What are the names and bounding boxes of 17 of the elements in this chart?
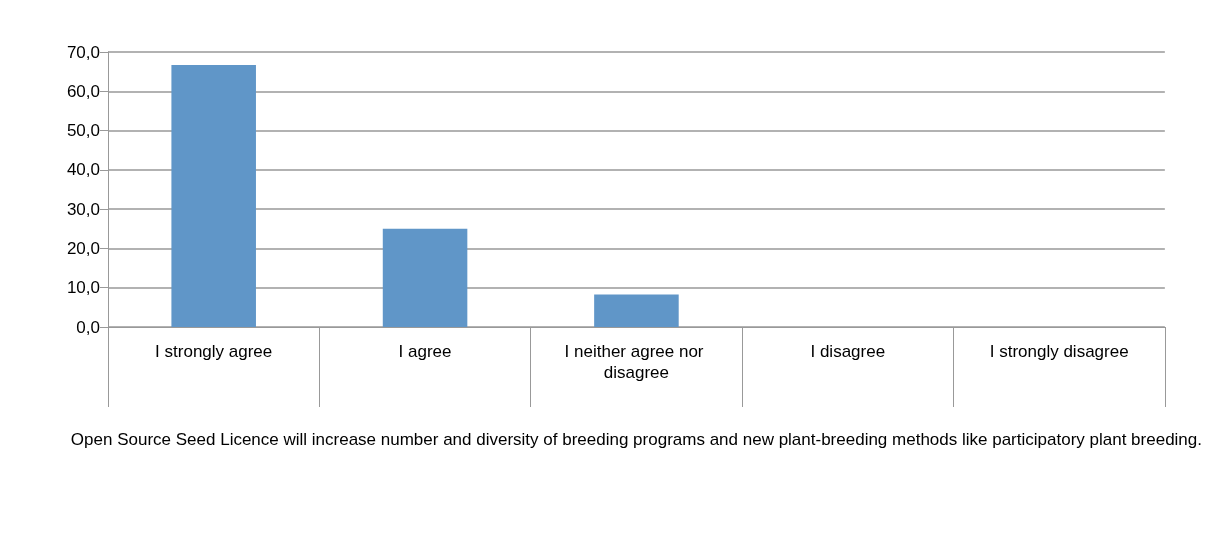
- x-tick-label: I agree: [398, 342, 452, 361]
- y-tick-label: 30,0: [66, 199, 100, 219]
- x-tick-label: I strongly disagree: [989, 342, 1129, 361]
- y-tick-label: 20,0: [66, 238, 100, 258]
- y-tick-label: 50,0: [66, 121, 100, 141]
- bar: [171, 64, 256, 327]
- x-tick-label: I disagree: [810, 342, 886, 361]
- bar: [382, 228, 468, 327]
- x-tick-label: I strongly agree: [155, 342, 273, 361]
- y-tick-label: 40,0: [66, 160, 100, 180]
- y-tick-label: 10,0: [66, 278, 100, 298]
- bar: [594, 294, 679, 327]
- y-tick-label: 60,0: [66, 81, 100, 101]
- y-tick-label: 70,0: [66, 42, 100, 62]
- y-tick-label: 0,0: [76, 317, 100, 337]
- x-axis-title: Open Source Seed Licence will increase number and diversity of breeding programs and new plant-breeding methods like participatory plant breeding.: [70, 429, 1202, 449]
- x-tick-label: I neither agree nor disagree: [564, 342, 709, 382]
